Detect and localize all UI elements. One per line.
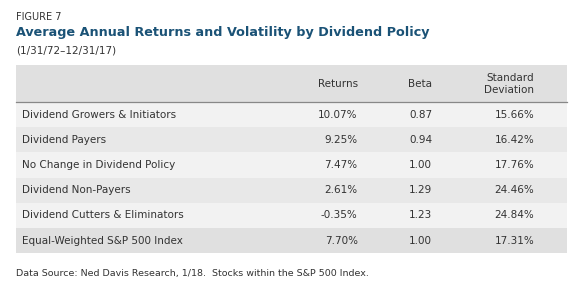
Text: 7.47%: 7.47% <box>325 160 358 170</box>
Text: No Change in Dividend Policy: No Change in Dividend Policy <box>22 160 175 170</box>
Text: 17.76%: 17.76% <box>494 160 534 170</box>
Text: 9.25%: 9.25% <box>325 135 358 145</box>
Text: Equal-Weighted S&P 500 Index: Equal-Weighted S&P 500 Index <box>22 236 183 246</box>
Text: 1.29: 1.29 <box>409 185 432 195</box>
Text: 2.61%: 2.61% <box>325 185 358 195</box>
Text: Standard
Deviation: Standard Deviation <box>484 73 534 95</box>
Text: Dividend Growers & Initiators: Dividend Growers & Initiators <box>22 110 176 120</box>
Text: 0.87: 0.87 <box>409 110 432 120</box>
Text: 24.84%: 24.84% <box>494 210 534 220</box>
Text: Dividend Non-Payers: Dividend Non-Payers <box>22 185 131 195</box>
Text: 16.42%: 16.42% <box>494 135 534 145</box>
Text: 17.31%: 17.31% <box>494 236 534 246</box>
Text: 7.70%: 7.70% <box>325 236 358 246</box>
Text: Average Annual Returns and Volatility by Dividend Policy: Average Annual Returns and Volatility by… <box>16 26 430 39</box>
Text: -0.35%: -0.35% <box>321 210 358 220</box>
Text: Returns: Returns <box>317 79 358 89</box>
Text: Dividend Cutters & Eliminators: Dividend Cutters & Eliminators <box>22 210 184 220</box>
Text: 24.46%: 24.46% <box>494 185 534 195</box>
Text: 10.07%: 10.07% <box>318 110 358 120</box>
Text: 15.66%: 15.66% <box>494 110 534 120</box>
Text: 1.23: 1.23 <box>409 210 432 220</box>
Text: 1.00: 1.00 <box>409 236 432 246</box>
Text: Dividend Payers: Dividend Payers <box>22 135 106 145</box>
Text: (1/31/72–12/31/17): (1/31/72–12/31/17) <box>16 45 116 55</box>
Text: 1.00: 1.00 <box>409 160 432 170</box>
Text: Data Source: Ned Davis Research, 1/18.  Stocks within the S&P 500 Index.: Data Source: Ned Davis Research, 1/18. S… <box>16 269 369 278</box>
Text: 0.94: 0.94 <box>409 135 432 145</box>
Text: FIGURE 7: FIGURE 7 <box>16 12 62 22</box>
Text: Beta: Beta <box>408 79 432 89</box>
